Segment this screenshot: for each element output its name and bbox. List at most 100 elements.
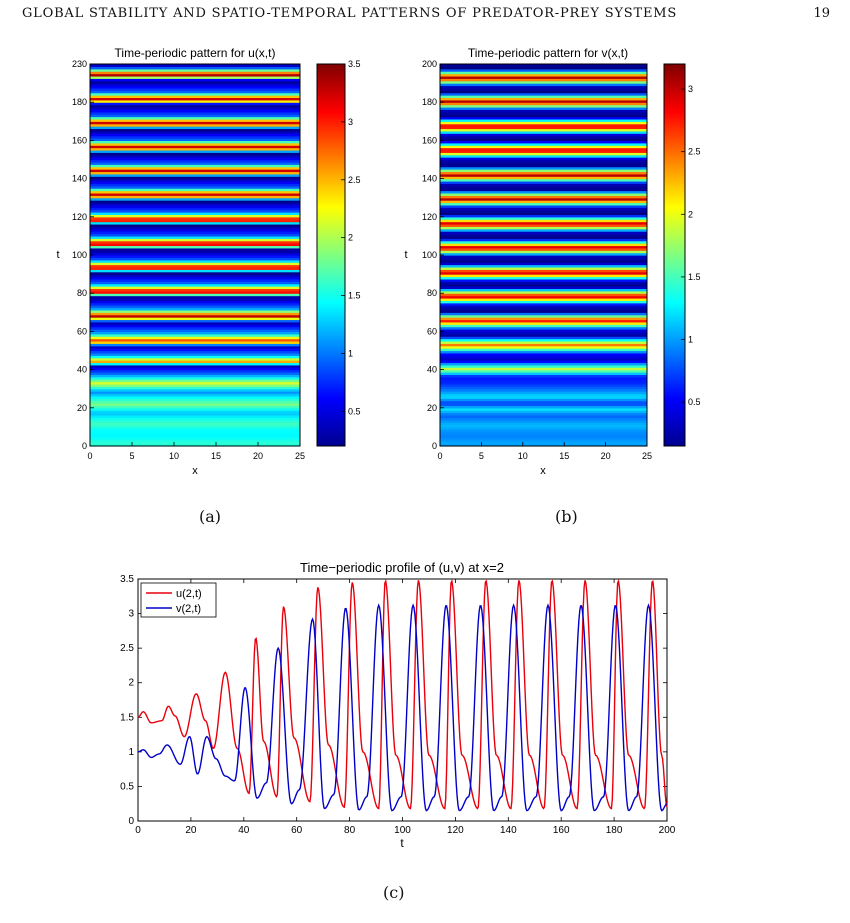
- heatmap-v-band: [440, 271, 647, 275]
- heatmap-v-band: [440, 417, 647, 421]
- heatmap-v-band: [440, 78, 647, 82]
- heatmap-u-band: [90, 140, 300, 144]
- heatmap-u-band: [90, 340, 300, 344]
- heatmap-v-band: [440, 118, 647, 122]
- heatmap-u-band: [90, 262, 300, 266]
- heatmap-v-band: [440, 192, 647, 196]
- heatmap-u-band: [90, 95, 300, 99]
- heatmap-v-x-ticks: 0 5 10 15 20 25: [437, 442, 652, 461]
- heatmap-u-band: [90, 106, 300, 110]
- heatmap-v-band: [440, 314, 647, 318]
- heatmap-u-band: [90, 350, 300, 354]
- heatmap-v-y-tick-label: 140: [422, 174, 437, 184]
- heatmap-u-panel: Time-periodic pattern for u(x,t) 0 5 10 15 2…: [56, 46, 360, 477]
- heatmap-u-band: [90, 388, 300, 392]
- heatmap-v-band: [440, 235, 647, 239]
- legend-box: [140, 582, 217, 618]
- heatmap-v-y-tick-label: 20: [427, 403, 437, 413]
- heatmap-u-band: [90, 362, 300, 366]
- heatmap-u-x-ticks: 0 5 10 15 20 25: [87, 442, 305, 461]
- heatmap-u-band: [90, 309, 300, 313]
- header-title: GLOBAL STABILITY AND SPATIO-TEMPORAL PAT…: [22, 6, 678, 21]
- heatmap-v-band: [440, 185, 647, 189]
- heatmap-u-band: [90, 281, 300, 285]
- heatmap-v-band: [440, 102, 647, 106]
- heatmap-u-band: [90, 109, 300, 113]
- heatmap-v-band: [440, 154, 647, 158]
- heatmap-v-band: [440, 288, 647, 292]
- heatmap-v-band: [440, 111, 647, 115]
- heatmap-v-band: [440, 123, 647, 127]
- heatmap-v-band: [440, 376, 647, 380]
- heatmap-v-band: [440, 388, 647, 392]
- heatmap-v-band: [440, 345, 647, 349]
- heatmap-v-band: [440, 161, 647, 165]
- heatmap-u-x-tick-label: 25: [295, 451, 305, 461]
- heatmap-u-band: [90, 118, 300, 122]
- heatmap-u-band: [90, 185, 300, 189]
- heatmap-u-band: [90, 240, 300, 244]
- heatmap-v-band: [440, 429, 647, 433]
- heatmap-u-band: [90, 383, 300, 387]
- colorbar-u-tick-label: 3.5: [348, 59, 361, 69]
- heatmap-v-band: [440, 114, 647, 118]
- heatmap-u-band: [90, 424, 300, 428]
- heatmap-u-x-tick-label: 5: [129, 451, 134, 461]
- heatmap-u-band: [90, 71, 300, 75]
- heatmap-u-band: [90, 83, 300, 87]
- heatmap-u-band: [90, 283, 300, 287]
- heatmap-u-x-tick-label: 20: [253, 451, 263, 461]
- line-chart-x-tick-label: 120: [447, 825, 464, 836]
- heatmap-v-band: [440, 71, 647, 75]
- heatmap-v-band: [440, 109, 647, 113]
- heatmap-v-band: [440, 374, 647, 378]
- heatmap-u-band: [90, 180, 300, 184]
- heatmap-v-band: [440, 64, 647, 67]
- heatmap-v-band: [440, 343, 647, 347]
- heatmap-v-y-tick-label: 180: [422, 97, 437, 107]
- heatmap-u-band: [90, 102, 300, 106]
- heatmap-u-band: [90, 104, 300, 108]
- line-chart-y-tick-label: 2.5: [120, 643, 134, 654]
- heatmap-u-band: [90, 133, 300, 137]
- heatmap-v-band: [440, 379, 647, 383]
- heatmap-v-ylabel: t: [404, 249, 407, 261]
- heatmap-v-band: [440, 164, 647, 168]
- heatmap-u-band: [90, 183, 300, 187]
- heatmap-u-band: [90, 245, 300, 249]
- heatmap-u-band: [90, 278, 300, 282]
- line-chart-y-tick-label: 1: [128, 747, 134, 758]
- heatmap-v-band: [440, 130, 647, 134]
- heatmap-u-band: [90, 426, 300, 430]
- heatmap-v-band: [440, 133, 647, 137]
- line-chart-y-tick-label: 2: [128, 678, 134, 689]
- line-chart-y-tick-label: 3.5: [120, 574, 134, 585]
- heatmap-u-band: [90, 286, 300, 290]
- line-chart-x-tick-label: 60: [291, 825, 303, 836]
- heatmap-v-x-tick-label: 5: [479, 451, 484, 461]
- heatmap-u-band: [90, 152, 300, 156]
- colorbar-u-tick-label: 3: [348, 117, 353, 127]
- heatmap-v-band: [440, 434, 647, 438]
- heatmap-u-y-tick-label: 180: [72, 97, 87, 107]
- line-chart-series: [137, 578, 668, 812]
- heatmap-u-band: [90, 147, 300, 151]
- heatmap-v-band: [440, 85, 647, 89]
- heatmap-v-band: [440, 283, 647, 287]
- heatmap-u-band: [90, 161, 300, 165]
- colorbar-u-tick-label: 2.5: [348, 175, 361, 185]
- heatmap-v-band: [440, 152, 647, 156]
- heatmap-v-band: [440, 286, 647, 290]
- heatmap-u-band: [90, 302, 300, 306]
- line-chart-title: Time−periodic profile of (u,v) at x=2: [300, 560, 504, 575]
- heatmap-u-band: [90, 317, 300, 321]
- heatmap-u-band: [90, 357, 300, 361]
- heatmap-v-band: [440, 266, 647, 270]
- heatmap-u-band: [90, 419, 300, 423]
- heatmap-u-band: [90, 238, 300, 242]
- heatmap-v-band: [440, 295, 647, 299]
- heatmap-u-band: [90, 293, 300, 297]
- heatmap-u-band: [90, 90, 300, 94]
- heatmap-u-band: [90, 369, 300, 373]
- heatmap-v-band: [440, 309, 647, 313]
